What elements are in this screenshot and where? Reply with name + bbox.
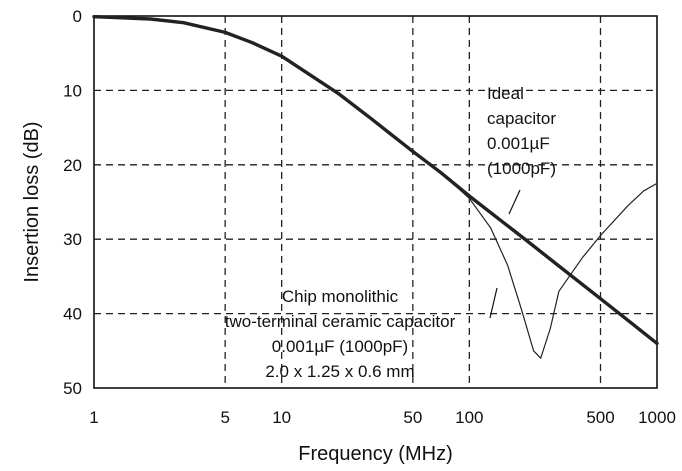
x-tick-label: 1: [89, 408, 98, 427]
y-tick-label: 20: [63, 156, 82, 175]
x-tick-label: 100: [455, 408, 483, 427]
y-tick-label: 10: [63, 81, 82, 100]
annotation-leader-chip: [489, 287, 498, 319]
y-tick-label: 40: [63, 305, 82, 324]
x-tick-label: 500: [586, 408, 614, 427]
annotation-line: Ideal: [487, 84, 524, 103]
annotation-chip-capacitor: Chip monolithic two-terminal ceramic cap…: [225, 287, 456, 381]
grid-lines: [94, 16, 657, 388]
annotation-line: Chip monolithic: [282, 287, 399, 306]
annotation-line: (1000pF): [487, 159, 556, 178]
annotation-line: 0.001µF (1000pF): [272, 337, 408, 356]
annotation-line: 0.001µF: [487, 134, 550, 153]
x-tick-label: 5: [220, 408, 229, 427]
y-axis-ticks: 0 10 20 30 40 50: [63, 7, 82, 398]
x-tick-label: 50: [403, 408, 422, 427]
annotation-line: capacitor: [487, 109, 556, 128]
series-lines: [92, 15, 659, 359]
annotation-line: two-terminal ceramic capacitor: [225, 312, 456, 331]
x-tick-label: 10: [272, 408, 291, 427]
series-ideal-capacitor: [92, 15, 659, 346]
annotation-line: 2.0 x 1.25 x 0.6 mm: [265, 362, 414, 381]
y-axis-title: Insertion loss (dB): [21, 121, 43, 282]
annotation-ideal-capacitor: Ideal capacitor 0.001µF (1000pF): [487, 84, 556, 178]
y-tick-label: 50: [63, 379, 82, 398]
x-axis-title: Frequency (MHz): [298, 443, 452, 465]
annotation-leader-ideal: [508, 189, 521, 215]
y-tick-label: 0: [73, 7, 82, 26]
y-tick-label: 30: [63, 230, 82, 249]
x-tick-label: 1000: [638, 408, 676, 427]
series-chip-capacitor: [93, 16, 658, 359]
plot-frame: [93, 15, 658, 389]
x-axis-ticks: 1 5 10 50 100 500 1000: [89, 408, 676, 427]
